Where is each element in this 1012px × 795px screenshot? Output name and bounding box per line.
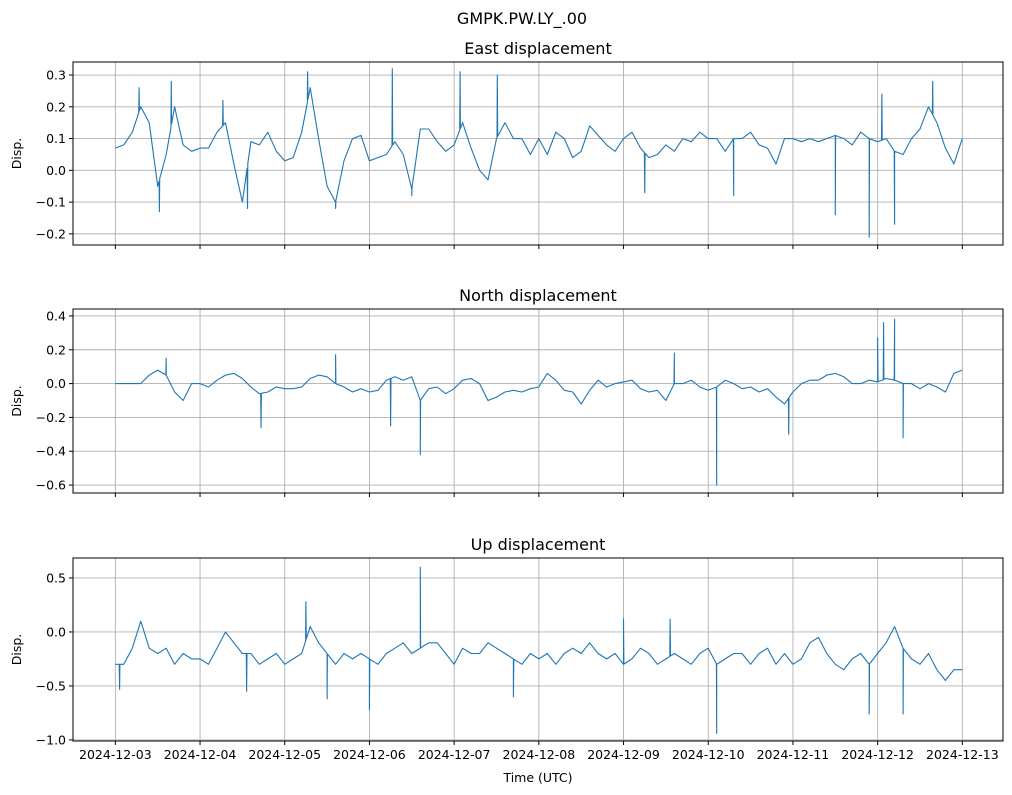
y-tick-label: 0.3 <box>46 68 66 83</box>
y-tick-label: −1.0 <box>36 732 66 747</box>
series-line-east <box>115 68 963 238</box>
axes-frame <box>72 61 1004 246</box>
x-tick-label: 2024-12-04 <box>164 747 237 762</box>
figure-title: GMPK.PW.LY_.00 <box>457 9 587 29</box>
x-axis-label: Time (UTC) <box>502 770 572 785</box>
y-tick-label: −0.6 <box>36 478 66 493</box>
axes-frame <box>72 308 1004 494</box>
x-tick-label: 2024-12-07 <box>418 747 491 762</box>
subplot-title: East displacement <box>464 39 611 58</box>
x-tick-label: 2024-12-05 <box>248 747 321 762</box>
x-tick-label: 2024-12-12 <box>841 747 914 762</box>
x-tick-label: 2024-12-06 <box>333 747 406 762</box>
y-tick-label: 0.0 <box>46 163 66 178</box>
subplot-up: 2024-12-03 2024-12-04 2024-12-05 2024-12-06… <box>9 535 1004 762</box>
x-tick-label: 2024-12-13 <box>926 747 999 762</box>
series-line-north <box>115 318 963 486</box>
subplot-east: −0.2 −0.1 0.0 0.1 0.2 0.3 East displacement Dis… <box>9 39 1004 249</box>
y-tick-label: −0.4 <box>36 444 66 459</box>
y-axis-label: Disp. <box>9 634 24 666</box>
x-tick-label: 2024-12-08 <box>503 747 576 762</box>
subplot-title: North displacement <box>459 286 617 305</box>
y-tick-label: −0.2 <box>36 226 66 241</box>
axes-frame <box>72 557 1004 742</box>
y-axis-label: Disp. <box>9 385 24 417</box>
subplot-north: −0.6 −0.4 −0.2 0.0 0.2 0.4 North displacement D… <box>9 286 1004 497</box>
x-tick-label: 2024-12-09 <box>587 747 660 762</box>
y-tick-label: 0.2 <box>46 99 66 114</box>
y-axis-label: Disp. <box>9 138 24 170</box>
y-tick-label: 0.0 <box>46 376 66 391</box>
y-tick-label: 0.5 <box>46 570 66 585</box>
subplot-title: Up displacement <box>471 535 606 554</box>
y-tick-label: 0.2 <box>46 342 66 357</box>
y-tick-label: 0.4 <box>46 308 66 323</box>
y-tick-label: −0.1 <box>36 195 66 210</box>
x-tick-label: 2024-12-10 <box>672 747 745 762</box>
y-tick-label: 0.1 <box>46 131 66 146</box>
y-tick-label: −0.5 <box>36 678 66 693</box>
y-tick-label: −0.2 <box>36 410 66 425</box>
x-tick-label: 2024-12-03 <box>79 747 152 762</box>
series-line-up <box>115 566 963 734</box>
x-tick-label: 2024-12-11 <box>757 747 830 762</box>
y-tick-label: 0.0 <box>46 624 66 639</box>
